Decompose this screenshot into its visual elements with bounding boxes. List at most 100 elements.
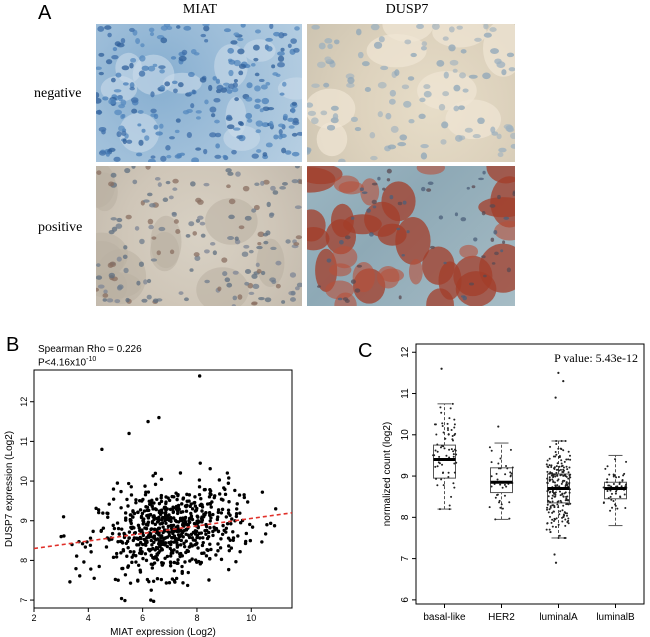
tissue-nucleus: [265, 142, 273, 148]
scatter-point: [274, 507, 278, 511]
jitter-point: [566, 514, 569, 517]
jitter-point: [561, 520, 564, 523]
scatter-point: [272, 524, 277, 528]
tissue-nucleus: [357, 51, 364, 59]
jitter-point: [612, 499, 615, 502]
tissue-region: [482, 24, 515, 77]
tissue-nucleus: [388, 98, 396, 105]
jitter-point: [558, 490, 561, 493]
scatter-point: [152, 540, 156, 545]
jitter-point: [561, 464, 564, 467]
jitter-point: [553, 517, 556, 520]
tissue-region: [416, 166, 445, 175]
tissue-nucleus: [491, 131, 499, 136]
jitter-point: [567, 458, 570, 461]
jitter-point: [551, 491, 554, 494]
tissue-nucleus: [159, 69, 165, 74]
tissue-nucleus: [215, 78, 221, 84]
scatter-point: [260, 490, 265, 494]
tissue-nucleus: [273, 31, 281, 37]
jitter-point: [604, 467, 607, 470]
tissue-nucleus: [152, 298, 159, 304]
jitter-point: [548, 515, 551, 518]
tissue-nucleus: [191, 157, 200, 162]
y-tick-label: 12: [400, 346, 411, 358]
scatter-point: [156, 518, 161, 523]
scatter-point: [237, 493, 242, 497]
jitter-point: [452, 453, 455, 456]
scatter-point: [134, 500, 138, 505]
scatter-point: [142, 517, 146, 521]
jitter-point: [623, 493, 626, 496]
jitter-point: [566, 512, 569, 515]
tissue-nucleus: [188, 221, 195, 227]
tissue-nucleus: [442, 36, 449, 41]
tissue-nucleus: [116, 256, 122, 262]
tissue-nucleus: [497, 194, 501, 200]
jitter-point: [448, 504, 451, 507]
y-axis-label: DUSP7 expression (Log2): [4, 431, 15, 547]
jitter-point: [612, 482, 615, 485]
tissue-nucleus: [231, 149, 237, 155]
jitter-point: [498, 501, 501, 504]
tissue-nucleus: [378, 36, 385, 43]
tissue-nucleus: [131, 108, 138, 114]
jitter-point: [569, 502, 572, 505]
tissue-nucleus: [258, 296, 265, 301]
scatter-point: [176, 524, 180, 528]
p-value-base: P<4.16x10: [38, 357, 87, 369]
scatter-point: [161, 525, 165, 529]
jitter-point: [450, 448, 453, 451]
tissue-nucleus: [482, 170, 486, 175]
jitter-point: [560, 459, 563, 462]
tissue-nucleus: [402, 200, 407, 205]
scatter-point: [248, 538, 253, 543]
scatter-point: [111, 487, 116, 491]
scatter-point: [148, 532, 153, 536]
scatter-point: [144, 522, 149, 527]
tissue-nucleus: [110, 77, 116, 83]
jitter-point: [565, 497, 568, 500]
tissue-nucleus: [462, 88, 469, 93]
tissue-nucleus: [118, 96, 123, 102]
scatter-point: [171, 510, 176, 514]
tissue-nucleus: [154, 177, 161, 181]
tissue-nucleus: [228, 198, 236, 205]
tissue-nucleus: [264, 297, 272, 303]
tissue-nucleus: [227, 83, 235, 89]
tissue-nucleus: [125, 214, 132, 220]
scatter-point: [220, 507, 225, 512]
scatter-point: [212, 495, 216, 500]
jitter-point: [546, 503, 549, 506]
tissue-nucleus: [510, 143, 515, 149]
jitter-point: [562, 449, 565, 452]
scatter-point: [211, 512, 215, 517]
tissue-nucleus: [326, 258, 332, 263]
scatter-point: [190, 557, 194, 561]
jitter-point: [613, 474, 616, 477]
tissue-nucleus: [454, 212, 459, 217]
tissue-nucleus: [369, 232, 374, 237]
scatter-point: [223, 492, 228, 497]
scatter-point: [128, 581, 133, 585]
tissue-nucleus: [166, 154, 172, 159]
jitter-point: [432, 454, 435, 457]
y-tick-label: 12: [19, 397, 29, 407]
tissue-nucleus: [130, 97, 139, 103]
jitter-point: [564, 475, 567, 478]
scatter-point: [193, 495, 197, 499]
tissue-nucleus: [166, 26, 173, 31]
scatter-point: [260, 540, 264, 544]
scatter-point: [111, 497, 116, 501]
tissue-nucleus: [253, 57, 259, 62]
scatter-point: [62, 534, 66, 538]
tissue-nucleus: [124, 167, 131, 174]
scatter-point: [121, 549, 126, 553]
scatter-point: [140, 511, 145, 516]
tissue-nucleus: [455, 134, 463, 142]
scatter-point: [181, 581, 185, 585]
tissue-nucleus: [396, 227, 401, 231]
tissue-nucleus: [377, 111, 383, 118]
jitter-point: [556, 503, 559, 506]
scatter-point: [150, 504, 154, 508]
